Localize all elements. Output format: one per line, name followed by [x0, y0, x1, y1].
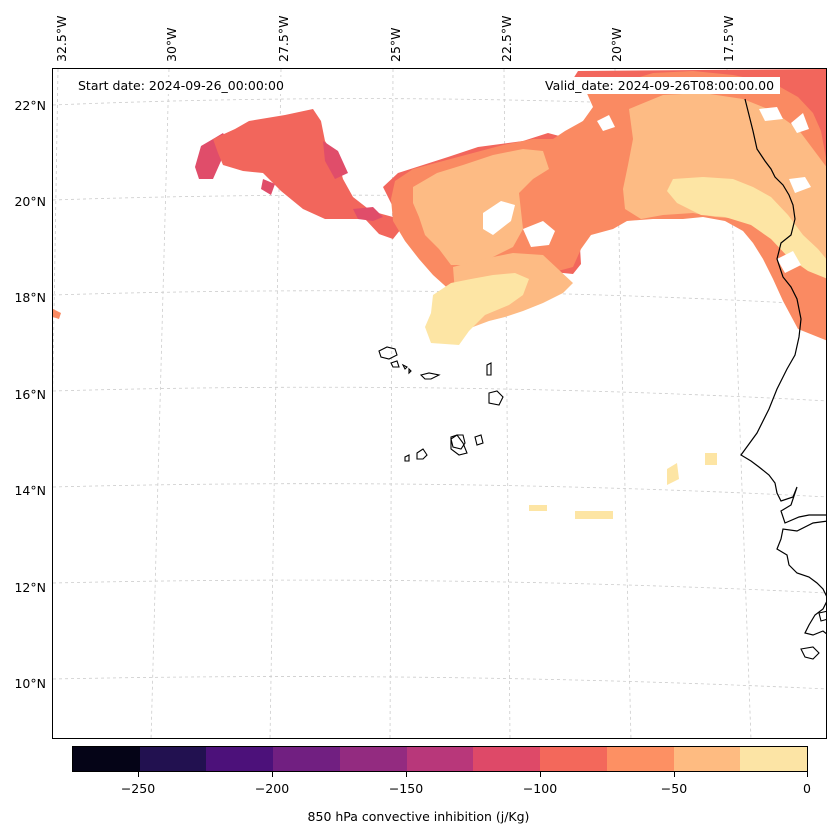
cin-region-m25 — [667, 463, 679, 485]
cin-region-m100 — [213, 109, 401, 239]
island-outline — [408, 367, 412, 375]
parallel-line — [53, 386, 826, 402]
colorbar-tick-label: −200 — [254, 781, 290, 796]
cin-region-m25 — [667, 177, 826, 279]
meridian-line — [503, 69, 511, 738]
lon-label: 27.5°W — [276, 15, 291, 62]
graticule — [53, 69, 826, 738]
island-outline — [378, 346, 398, 360]
colorbar-segment — [139, 747, 207, 771]
colorbar-tick-label: −250 — [120, 781, 156, 796]
colorbar-segment — [540, 747, 607, 771]
colorbar-segment — [206, 747, 274, 771]
map-canvas — [53, 69, 826, 738]
cin-region-m25 — [575, 511, 613, 519]
no-data-gap — [597, 115, 615, 131]
colorbar-segment — [73, 747, 140, 771]
island-outline — [474, 434, 484, 446]
meridian-line — [53, 69, 59, 399]
colorbar-tick-label: 0 — [803, 781, 811, 796]
colorbar-tick-label: −100 — [522, 781, 558, 796]
lat-label: 22°N — [14, 98, 46, 113]
lat-label: 10°N — [14, 676, 46, 691]
no-data-gap — [789, 177, 811, 193]
meridian-line — [614, 69, 632, 738]
island-outline — [404, 454, 410, 462]
colorbar-segment — [606, 747, 674, 771]
lat-label: 12°N — [14, 580, 46, 595]
start-date-label: Start date: 2024-09-26_00:00:00 — [72, 77, 290, 94]
cin-region-m125 — [353, 207, 383, 221]
lon-label: 20°W — [609, 27, 624, 62]
lon-label: 17.5°W — [721, 15, 736, 62]
no-data-gap — [483, 201, 515, 235]
island-outline — [390, 360, 400, 368]
cin-region-m75 — [53, 309, 61, 319]
colorbar-segment — [740, 747, 808, 771]
meridian-line — [726, 69, 752, 738]
island-outline — [416, 448, 428, 460]
island-outline — [401, 363, 408, 370]
island-outline — [488, 390, 504, 406]
valid-date-label: Valid_date: 2024-09-26T08:00:00.00 — [539, 77, 781, 94]
colorbar-label: 850 hPa convective inhibition (j/Kg) — [307, 809, 530, 824]
lat-label: 14°N — [14, 483, 46, 498]
lat-label: 18°N — [14, 290, 46, 305]
island-outline — [486, 362, 492, 376]
cin-region-m25 — [705, 453, 717, 465]
colorbar-tick-label: −150 — [388, 781, 424, 796]
africa-coast — [740, 98, 826, 524]
lon-label: 25°W — [388, 27, 403, 62]
colorbar-tick-label: −50 — [660, 781, 688, 796]
meridian-line — [269, 69, 282, 738]
colorbar-tick — [138, 772, 139, 777]
coastline — [740, 98, 826, 636]
cin-region-m125 — [323, 141, 348, 179]
cin-region-m125 — [261, 179, 275, 195]
africa-coast — [776, 520, 826, 636]
lon-label: 30°W — [164, 27, 179, 62]
colorbar-segment — [406, 747, 474, 771]
colorbar-segment — [273, 747, 340, 771]
lat-label: 20°N — [14, 194, 46, 209]
colorbar-segment — [473, 747, 541, 771]
island-outline — [419, 372, 441, 380]
parallel-line — [53, 676, 826, 690]
colorbar-segment — [339, 747, 407, 771]
colorbar-tick — [674, 772, 675, 777]
no-data-gap — [791, 113, 809, 133]
cin-region-m25 — [425, 273, 529, 345]
colorbar-tick — [807, 772, 808, 777]
coast-islet — [800, 646, 820, 660]
colorbar — [72, 746, 808, 772]
cin-region-m50 — [413, 149, 549, 265]
colorbar-tick — [406, 772, 407, 777]
lon-label: 32.5°W — [54, 15, 69, 62]
map-panel[interactable] — [52, 68, 827, 739]
colorbar-tick — [540, 772, 541, 777]
coast-islet — [818, 610, 826, 622]
parallel-line — [53, 483, 826, 498]
no-data-gap — [759, 107, 783, 121]
islands — [378, 346, 826, 660]
no-data-gap — [777, 251, 801, 273]
colorbar-tick — [272, 772, 273, 777]
cin-region-m25 — [529, 505, 547, 511]
no-data-gap — [523, 221, 555, 247]
cin-field — [53, 69, 826, 519]
meridian-line — [150, 69, 170, 738]
meridian-line — [389, 69, 394, 738]
colorbar-segment — [673, 747, 741, 771]
lat-label: 16°N — [14, 387, 46, 402]
island-outline — [450, 434, 468, 456]
lon-label: 22.5°W — [499, 15, 514, 62]
parallel-line — [53, 579, 826, 594]
